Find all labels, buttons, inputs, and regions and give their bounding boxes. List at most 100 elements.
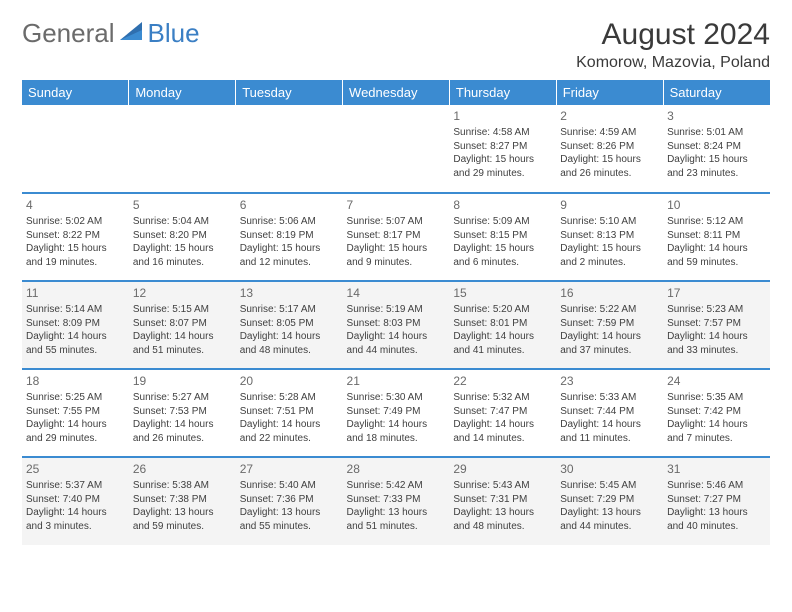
sunset-line: Sunset: 7:42 PM [667,405,766,419]
calendar-day-cell: 31Sunrise: 5:46 AMSunset: 7:27 PMDayligh… [663,457,770,545]
sunrise-line: Sunrise: 5:02 AM [26,215,125,229]
sunrise-line: Sunrise: 5:06 AM [240,215,339,229]
header: General Blue August 2024 Komorow, Mazovi… [22,18,770,72]
sunrise-line: Sunrise: 5:10 AM [560,215,659,229]
calendar-day-cell [129,105,236,193]
calendar-day-cell: 7Sunrise: 5:07 AMSunset: 8:17 PMDaylight… [343,193,450,281]
sunrise-line: Sunrise: 5:38 AM [133,479,232,493]
calendar-day-cell: 12Sunrise: 5:15 AMSunset: 8:07 PMDayligh… [129,281,236,369]
sunrise-line: Sunrise: 5:20 AM [453,303,552,317]
daylight-line: Daylight: 14 hours and 44 minutes. [347,330,446,357]
sunrise-line: Sunrise: 5:19 AM [347,303,446,317]
sunset-line: Sunset: 8:19 PM [240,229,339,243]
sunset-line: Sunset: 7:55 PM [26,405,125,419]
sunset-line: Sunset: 8:13 PM [560,229,659,243]
daylight-line: Daylight: 15 hours and 6 minutes. [453,242,552,269]
daylight-line: Daylight: 15 hours and 29 minutes. [453,153,552,180]
daylight-line: Daylight: 15 hours and 19 minutes. [26,242,125,269]
calendar-day-cell [236,105,343,193]
sunset-line: Sunset: 7:59 PM [560,317,659,331]
sunrise-line: Sunrise: 5:40 AM [240,479,339,493]
daylight-line: Daylight: 14 hours and 55 minutes. [26,330,125,357]
calendar-day-cell: 1Sunrise: 4:58 AMSunset: 8:27 PMDaylight… [449,105,556,193]
day-of-week-header: Monday [129,80,236,105]
sunrise-line: Sunrise: 5:22 AM [560,303,659,317]
day-number: 28 [347,461,446,477]
day-number: 10 [667,197,766,213]
sunrise-line: Sunrise: 4:58 AM [453,126,552,140]
daylight-line: Daylight: 13 hours and 51 minutes. [347,506,446,533]
day-number: 9 [560,197,659,213]
daylight-line: Daylight: 14 hours and 26 minutes. [133,418,232,445]
calendar-day-cell: 4Sunrise: 5:02 AMSunset: 8:22 PMDaylight… [22,193,129,281]
day-number: 7 [347,197,446,213]
brand-logo: General Blue [22,18,200,49]
day-number: 11 [26,285,125,301]
daylight-line: Daylight: 14 hours and 51 minutes. [133,330,232,357]
daylight-line: Daylight: 14 hours and 14 minutes. [453,418,552,445]
day-number: 13 [240,285,339,301]
day-number: 23 [560,373,659,389]
day-number: 19 [133,373,232,389]
sunset-line: Sunset: 8:17 PM [347,229,446,243]
month-title: August 2024 [576,18,770,52]
sunset-line: Sunset: 7:40 PM [26,493,125,507]
calendar-day-cell: 27Sunrise: 5:40 AMSunset: 7:36 PMDayligh… [236,457,343,545]
calendar-day-cell: 11Sunrise: 5:14 AMSunset: 8:09 PMDayligh… [22,281,129,369]
daylight-line: Daylight: 14 hours and 59 minutes. [667,242,766,269]
daylight-line: Daylight: 15 hours and 9 minutes. [347,242,446,269]
sunset-line: Sunset: 7:36 PM [240,493,339,507]
sunset-line: Sunset: 7:57 PM [667,317,766,331]
calendar-day-cell [343,105,450,193]
calendar-day-cell: 9Sunrise: 5:10 AMSunset: 8:13 PMDaylight… [556,193,663,281]
day-number: 3 [667,108,766,124]
daylight-line: Daylight: 15 hours and 12 minutes. [240,242,339,269]
sunset-line: Sunset: 7:27 PM [667,493,766,507]
sunrise-line: Sunrise: 5:35 AM [667,391,766,405]
day-number: 16 [560,285,659,301]
calendar-day-cell: 3Sunrise: 5:01 AMSunset: 8:24 PMDaylight… [663,105,770,193]
daylight-line: Daylight: 13 hours and 44 minutes. [560,506,659,533]
daylight-line: Daylight: 15 hours and 23 minutes. [667,153,766,180]
day-number: 26 [133,461,232,477]
daylight-line: Daylight: 14 hours and 48 minutes. [240,330,339,357]
logo-icon [120,18,146,49]
sunset-line: Sunset: 7:47 PM [453,405,552,419]
calendar-day-cell: 8Sunrise: 5:09 AMSunset: 8:15 PMDaylight… [449,193,556,281]
location: Komorow, Mazovia, Poland [576,54,770,72]
sunrise-line: Sunrise: 5:09 AM [453,215,552,229]
daylight-line: Daylight: 13 hours and 59 minutes. [133,506,232,533]
calendar-day-cell: 18Sunrise: 5:25 AMSunset: 7:55 PMDayligh… [22,369,129,457]
sunset-line: Sunset: 8:20 PM [133,229,232,243]
calendar-day-cell: 25Sunrise: 5:37 AMSunset: 7:40 PMDayligh… [22,457,129,545]
day-number: 20 [240,373,339,389]
day-number: 5 [133,197,232,213]
sunrise-line: Sunrise: 5:12 AM [667,215,766,229]
day-number: 1 [453,108,552,124]
sunrise-line: Sunrise: 5:45 AM [560,479,659,493]
sunset-line: Sunset: 7:29 PM [560,493,659,507]
daylight-line: Daylight: 14 hours and 41 minutes. [453,330,552,357]
calendar-week-row: 25Sunrise: 5:37 AMSunset: 7:40 PMDayligh… [22,457,770,545]
daylight-line: Daylight: 13 hours and 55 minutes. [240,506,339,533]
calendar-week-row: 4Sunrise: 5:02 AMSunset: 8:22 PMDaylight… [22,193,770,281]
daylight-line: Daylight: 14 hours and 22 minutes. [240,418,339,445]
sunrise-line: Sunrise: 5:32 AM [453,391,552,405]
daylight-line: Daylight: 14 hours and 37 minutes. [560,330,659,357]
calendar-week-row: 18Sunrise: 5:25 AMSunset: 7:55 PMDayligh… [22,369,770,457]
calendar-week-row: 11Sunrise: 5:14 AMSunset: 8:09 PMDayligh… [22,281,770,369]
sunset-line: Sunset: 8:15 PM [453,229,552,243]
sunrise-line: Sunrise: 4:59 AM [560,126,659,140]
calendar-day-cell: 6 Sunrise: 5:06 AMSunset: 8:19 PMDaylight… [236,193,343,281]
sunrise-line: Sunrise: 5:30 AM [347,391,446,405]
day-number: 12 [133,285,232,301]
sunset-line: Sunset: 8:22 PM [26,229,125,243]
day-number: 31 [667,461,766,477]
day-number: 6 [240,197,339,213]
sunrise-line: Sunrise: 5:25 AM [26,391,125,405]
day-of-week-header: Tuesday [236,80,343,105]
sunrise-line: Sunrise: 5:14 AM [26,303,125,317]
sunset-line: Sunset: 8:26 PM [560,140,659,154]
brand-word1: General [22,18,115,49]
calendar-table: SundayMondayTuesdayWednesdayThursdayFrid… [22,80,770,545]
